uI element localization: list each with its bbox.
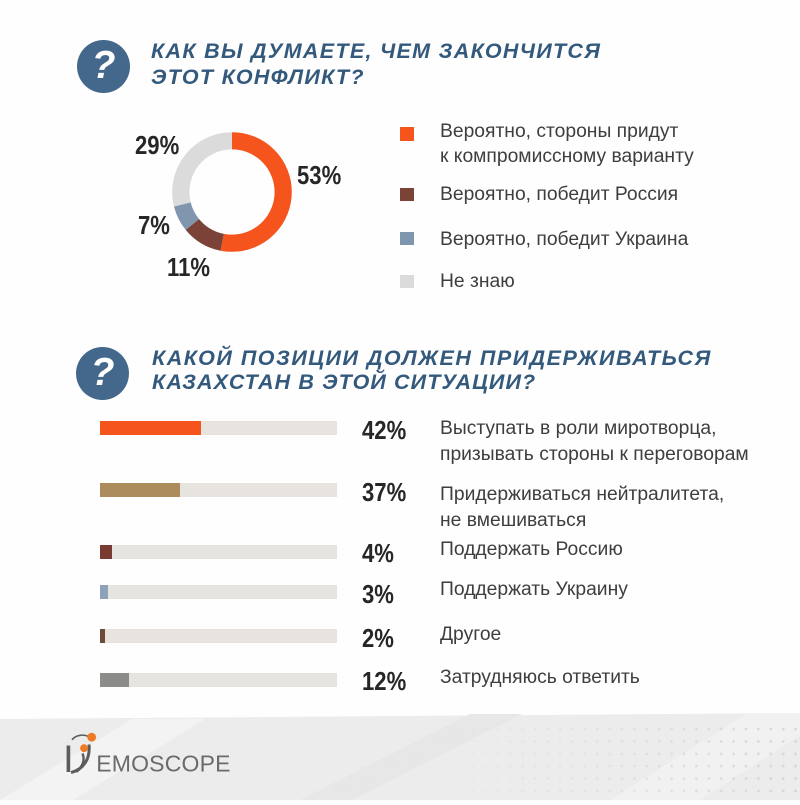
svg-text:EMOSCOPE: EMOSCOPE — [96, 750, 231, 776]
